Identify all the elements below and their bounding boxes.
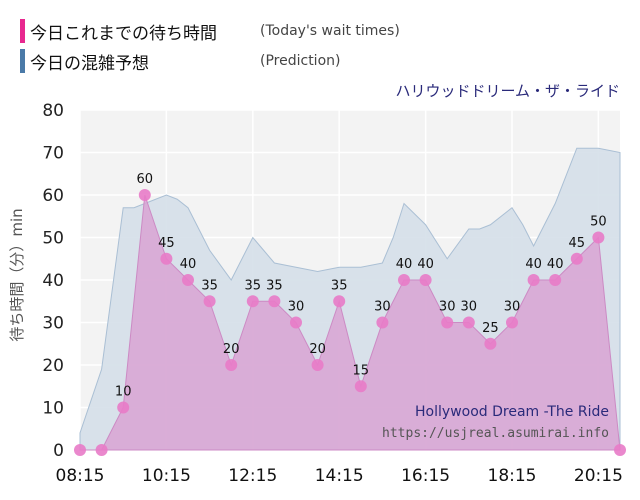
x-tick-label: 12:15 (228, 466, 277, 486)
watermark-name: Hollywood Dream -The Ride (415, 404, 609, 420)
today-data-label: 40 (525, 257, 542, 272)
today-data-label: 30 (461, 300, 478, 315)
today-data-label: 35 (201, 278, 218, 293)
today-point (74, 444, 86, 456)
y-tick-label: 0 (53, 441, 64, 461)
legend-prediction-label: 今日の混雑予想 (30, 53, 149, 74)
today-point (225, 359, 238, 371)
today-point (95, 444, 108, 456)
today-data-label: 50 (590, 215, 607, 230)
legend-today-sublabel: (Today's wait times) (260, 23, 400, 39)
y-tick-label: 50 (42, 229, 64, 249)
today-point (333, 295, 346, 308)
y-tick-label: 30 (42, 314, 64, 334)
y-tick-label: 10 (42, 399, 64, 419)
today-point (117, 401, 130, 414)
today-point (138, 189, 151, 201)
today-data-label: 20 (309, 342, 326, 357)
today-data-label: 35 (331, 278, 348, 293)
legend-today-swatch (20, 19, 25, 43)
today-point (570, 252, 583, 265)
today-data-label: 30 (504, 300, 521, 315)
today-data-label: 30 (439, 300, 456, 315)
y-tick-label: 40 (42, 271, 64, 291)
attraction-name: ハリウッドドリーム・ザ・ライド (395, 82, 620, 100)
today-point (354, 380, 367, 393)
today-point (311, 359, 324, 371)
today-data-label: 45 (569, 236, 586, 251)
today-point (290, 316, 302, 329)
today-point (246, 295, 259, 308)
today-point (506, 316, 518, 329)
today-point (419, 274, 432, 286)
x-tick-label: 16:15 (401, 466, 450, 486)
watermark-url: https://usjreal.asumirai.info (382, 426, 609, 441)
today-data-label: 30 (288, 300, 305, 315)
x-tick-label: 10:15 (142, 466, 191, 486)
today-point (592, 231, 605, 244)
today-point (160, 252, 173, 265)
legend-prediction-swatch (20, 49, 25, 73)
y-tick-label: 80 (42, 101, 64, 121)
legend-prediction-sublabel: (Prediction) (260, 53, 341, 69)
today-data-label: 40 (180, 257, 197, 272)
today-data-label: 60 (137, 172, 154, 187)
today-point (268, 295, 281, 308)
today-data-label: 40 (396, 257, 413, 272)
x-tick-label: 14:15 (315, 466, 364, 486)
today-data-label: 10 (115, 385, 132, 400)
today-data-label: 15 (353, 363, 370, 378)
today-point (527, 274, 540, 286)
today-data-label: 25 (482, 321, 499, 336)
today-point (549, 274, 562, 286)
today-data-label: 45 (158, 236, 175, 251)
today-point (203, 295, 216, 308)
today-point (182, 274, 194, 286)
y-tick-label: 20 (42, 356, 64, 376)
today-point (462, 316, 475, 329)
today-data-label: 40 (547, 257, 564, 272)
today-point (376, 316, 389, 329)
today-point (441, 316, 454, 329)
today-data-label: 30 (374, 300, 391, 315)
today-point (614, 444, 626, 456)
y-axis-title: 待ち時間（分）min (8, 208, 26, 341)
today-data-label: 20 (223, 342, 240, 357)
y-tick-label: 70 (42, 144, 64, 164)
x-tick-label: 18:15 (488, 466, 537, 486)
legend-today-label: 今日これまでの待ち時間 (30, 23, 217, 44)
x-tick-label: 08:15 (56, 466, 105, 486)
today-data-label: 35 (245, 278, 262, 293)
y-tick-label: 60 (42, 186, 64, 206)
today-point (398, 274, 410, 286)
today-data-label: 40 (417, 257, 434, 272)
today-point (484, 337, 497, 350)
x-tick-label: 20:15 (574, 466, 623, 486)
today-data-label: 35 (266, 278, 283, 293)
